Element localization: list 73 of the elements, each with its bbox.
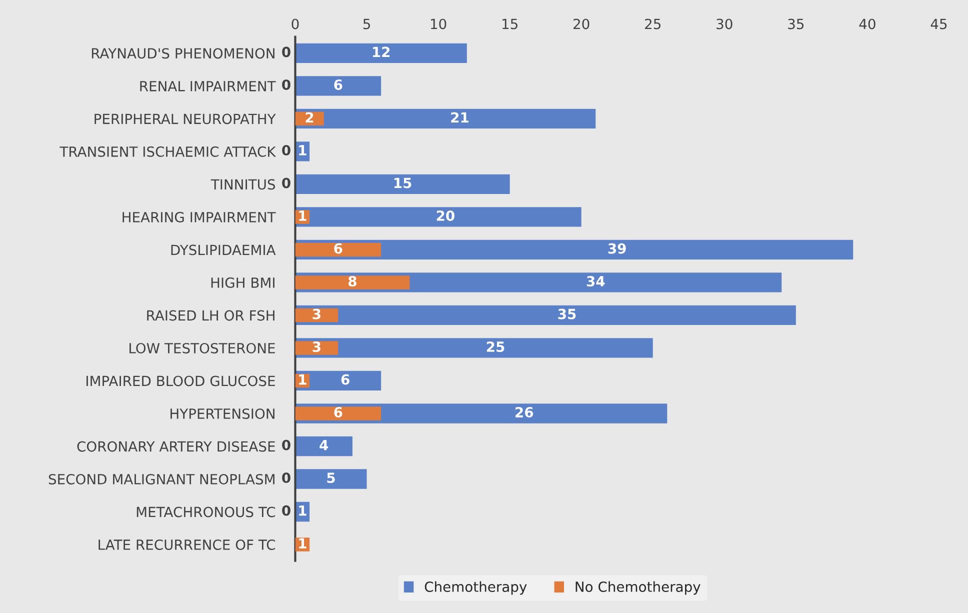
bar — [295, 436, 352, 456]
x-tick-label: 30 — [716, 18, 732, 30]
bar — [295, 406, 382, 420]
y-tick-label: HIGH BMI — [211, 277, 274, 288]
data-label: 0 — [282, 178, 290, 188]
data-label: 2 — [306, 112, 314, 123]
data-label: 0 — [282, 440, 290, 450]
y-tick-label: RENAL IMPAIRMENT — [140, 81, 276, 92]
y-tick-label: TRANSIENT ISCHAEMIC ATTACK — [60, 146, 276, 157]
bar — [295, 207, 582, 227]
data-label: 6 — [334, 243, 342, 254]
y-tick-label: CORONARY ARTERY DISEASE — [77, 441, 275, 452]
data-label: 3 — [312, 342, 320, 352]
bar — [295, 338, 653, 358]
y-tick-label: TINNITUS — [210, 179, 276, 190]
data-label: 15 — [394, 178, 412, 188]
x-tick-label: 35 — [788, 18, 804, 30]
data-label: 5 — [327, 472, 335, 484]
data-label: 39 — [608, 243, 626, 254]
legend-label: No Chemotherapy — [576, 581, 700, 595]
data-label: 6 — [341, 374, 350, 385]
y-tick-label: HEARING IMPAIRMENT — [122, 212, 276, 222]
y-tick-label: RAISED LH OR FSH — [147, 310, 274, 321]
data-label: 0 — [282, 46, 290, 58]
data-label: 20 — [436, 210, 454, 221]
y-tick-label: LOW TESTOSTERONE — [130, 342, 275, 354]
data-label: 1 — [299, 145, 306, 156]
data-label: 8 — [348, 276, 356, 286]
data-label: 21 — [451, 112, 468, 123]
data-label: 6 — [334, 79, 342, 90]
x-tick-label: 0 — [292, 18, 299, 30]
data-label: 1 — [299, 505, 306, 516]
bar — [295, 174, 510, 194]
data-label: 6 — [334, 407, 342, 418]
y-tick-label: SECOND MALIGNANT NEOPLASM — [48, 474, 274, 484]
bar — [295, 308, 338, 322]
x-tick-label: 20 — [574, 18, 590, 30]
x-tick-label: 15 — [502, 18, 518, 30]
x-tick-label: 25 — [645, 18, 660, 30]
y-tick-label: RAYNAUD'S PHENOMENON — [92, 48, 274, 59]
data-label: 3 — [312, 308, 320, 320]
bar — [295, 469, 367, 489]
y-tick-label: METACHRONOUS TC — [136, 506, 276, 518]
data-label: 34 — [586, 276, 605, 286]
x-tick-label: 10 — [430, 18, 446, 30]
data-label: 0 — [282, 505, 290, 516]
y-tick-label: LATE RECURRENCE OF TC — [98, 539, 276, 550]
bar — [295, 43, 467, 63]
bar — [295, 76, 382, 96]
bar — [295, 341, 338, 355]
data-label: 0 — [282, 79, 290, 90]
y-tick-label: IMPAIRED BLOOD GLUCOSE — [86, 376, 275, 386]
data-label: 1 — [299, 210, 306, 221]
bar — [295, 305, 796, 326]
data-label: 0 — [282, 144, 290, 156]
data-label: 1 — [299, 374, 306, 385]
bar — [295, 276, 410, 290]
bar — [295, 108, 596, 128]
data-label: 4 — [320, 440, 328, 450]
x-tick-label: 40 — [859, 18, 876, 30]
data-label: 35 — [558, 308, 576, 320]
x-tick-label: 45 — [930, 18, 947, 30]
y-tick-label: DYSLIPIDAEMIA — [171, 244, 276, 256]
data-label: 0 — [282, 472, 290, 484]
data-label: 25 — [486, 342, 504, 352]
y-tick-label: HYPERTENSION — [170, 408, 274, 419]
y-tick-label: PERIPHERAL NEUROPATHY — [94, 114, 276, 124]
data-label: 26 — [516, 407, 534, 418]
data-label: 1 — [299, 538, 306, 548]
legend-label: Chemotherapy — [424, 581, 527, 595]
bar — [295, 242, 382, 257]
data-label: 12 — [372, 46, 390, 57]
x-tick-label: 5 — [363, 18, 370, 30]
